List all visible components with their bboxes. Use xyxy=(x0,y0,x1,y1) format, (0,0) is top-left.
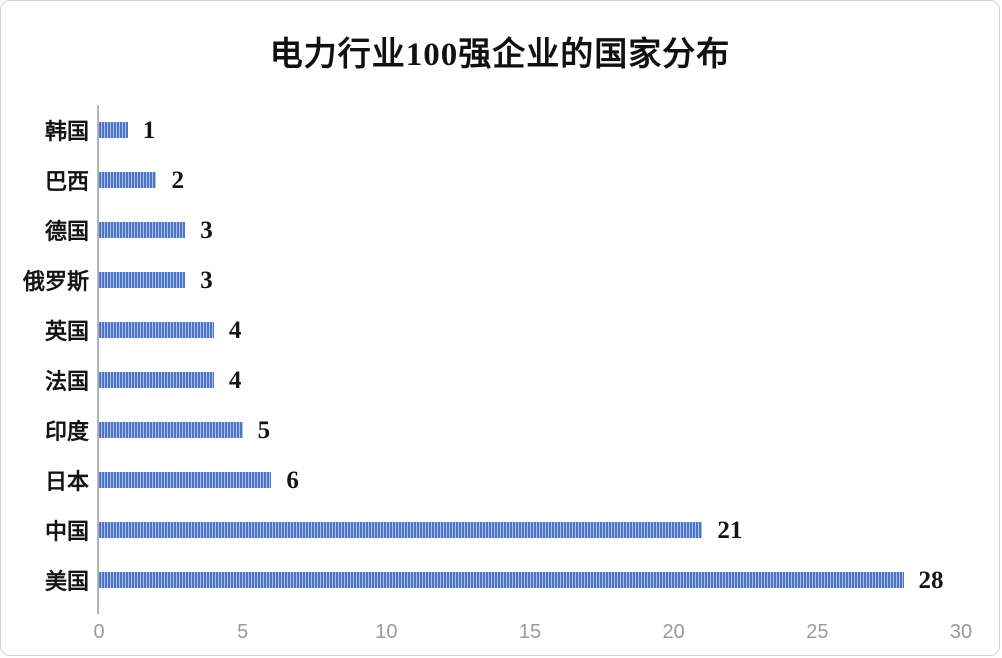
value-label: 28 xyxy=(918,566,944,594)
bar xyxy=(99,222,186,238)
category-label: 印度 xyxy=(44,419,89,444)
category-label: 美国 xyxy=(44,569,89,594)
category-label: 俄罗斯 xyxy=(22,269,89,294)
category-label: 法国 xyxy=(44,369,89,394)
x-axis-tick-labels: 0 5 10 15 20 25 30 xyxy=(93,621,972,647)
bar-row: 28 xyxy=(99,555,961,605)
chart-title: 电力行业100强企业的国家分布 xyxy=(269,37,731,73)
x-tick-label: 15 xyxy=(518,621,542,643)
bar-row: 3 xyxy=(99,205,961,255)
bar-row: 1 xyxy=(99,105,961,155)
bar xyxy=(99,122,128,138)
value-label: 21 xyxy=(717,516,743,544)
category-label: 日本 xyxy=(44,469,89,494)
value-label: 4 xyxy=(228,366,242,394)
bar-row: 3 xyxy=(99,255,961,305)
bar-row: 2 xyxy=(99,155,961,205)
bar xyxy=(99,272,186,288)
value-label: 2 xyxy=(171,166,184,194)
category-label: 英国 xyxy=(44,319,89,344)
x-tick-label: 10 xyxy=(375,621,398,643)
plot-area: 1 2 3 3 4 4 5 6 21 28 xyxy=(99,105,961,605)
category-label: 韩国 xyxy=(44,119,89,144)
value-label: 5 xyxy=(257,416,271,444)
bar-row: 6 xyxy=(99,455,961,505)
x-tick-label: 25 xyxy=(806,621,829,643)
y-axis-category-labels: 韩国巴西德国俄罗斯英国法国印度日本中国美国 xyxy=(1,105,89,605)
bar-row: 21 xyxy=(99,505,961,555)
x-tick-label: 0 xyxy=(93,621,105,643)
bar xyxy=(99,472,272,488)
x-tick-label: 30 xyxy=(949,621,973,643)
bar-row: 4 xyxy=(99,355,961,405)
y-axis-line xyxy=(97,105,99,614)
bar xyxy=(99,422,243,438)
x-tick-label: 20 xyxy=(662,621,685,643)
value-label: 3 xyxy=(200,216,213,244)
value-label: 6 xyxy=(286,466,299,494)
x-tick-label: 5 xyxy=(237,621,249,643)
bar-row: 5 xyxy=(99,405,961,455)
bar xyxy=(99,372,214,388)
bar xyxy=(99,572,904,588)
category-label: 中国 xyxy=(44,519,89,544)
value-label: 4 xyxy=(228,316,242,344)
bar xyxy=(99,172,157,188)
value-label: 3 xyxy=(200,266,213,294)
bar-row: 4 xyxy=(99,305,961,355)
category-label: 巴西 xyxy=(44,169,89,194)
bar xyxy=(99,322,214,338)
bar xyxy=(99,522,703,538)
value-label: 1 xyxy=(142,116,156,144)
category-label: 德国 xyxy=(44,219,89,244)
